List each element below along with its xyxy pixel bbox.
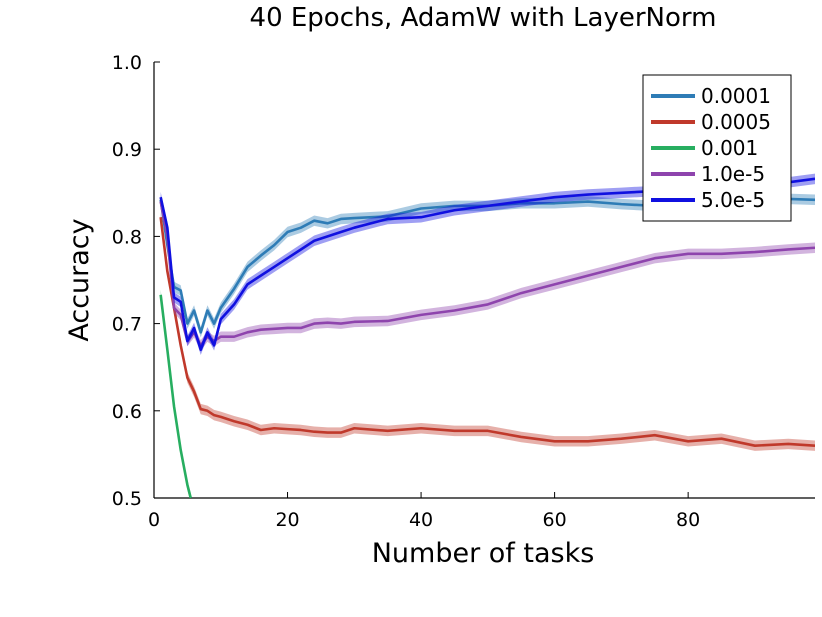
- x-tick-label: 0: [148, 509, 160, 531]
- x-tick-label: 20: [275, 509, 299, 531]
- y-tick-label: 0.6: [112, 401, 142, 423]
- legend-item: 0.0001: [651, 84, 771, 108]
- legend-label: 1.0e-5: [701, 162, 765, 186]
- series-layer: [159, 173, 815, 498]
- y-axis-label: Accuracy: [64, 218, 95, 341]
- y-tick-label: 0.9: [112, 139, 142, 161]
- x-tick-label: 40: [409, 509, 433, 531]
- x-tick-label: 60: [543, 509, 567, 531]
- y-tick-label: 1.0: [112, 52, 142, 74]
- y-tick-label: 0.5: [112, 488, 142, 510]
- series-line: [159, 195, 815, 334]
- legend-label: 0.001: [701, 136, 758, 160]
- legend-item: 0.0005: [651, 110, 771, 134]
- x-axis-label: Number of tasks: [372, 538, 595, 569]
- series-0.0001: [159, 191, 815, 338]
- plot-frame: [153, 62, 815, 499]
- legend-label: 0.0005: [701, 110, 771, 134]
- ticks-layer: 0 20 40 60 80 0.5 0.6 0.7 0.8 0.9 1.0: [112, 52, 700, 531]
- series-line: [159, 294, 192, 498]
- legend-box: [642, 74, 792, 222]
- legend-item: 5.0e-5: [651, 188, 765, 212]
- y-tick-label: 0.8: [112, 226, 142, 248]
- chart-title: 40 Epochs, AdamW with LayerNorm: [250, 3, 717, 33]
- legend-label: 0.0001: [701, 84, 771, 108]
- series-0.001: [159, 289, 192, 498]
- legend-item: 0.001: [651, 136, 758, 160]
- series-0.0005: [159, 211, 815, 451]
- legend-label: 5.0e-5: [701, 188, 765, 212]
- series-band: [160, 173, 815, 355]
- series-line: [159, 217, 815, 447]
- series-5.0e-5: [159, 173, 815, 355]
- x-tick-label: 80: [676, 509, 700, 531]
- legend-item: 1.0e-5: [651, 162, 765, 186]
- y-tick-label: 0.7: [112, 314, 142, 336]
- series-line: [159, 177, 815, 352]
- series-band: [160, 196, 815, 351]
